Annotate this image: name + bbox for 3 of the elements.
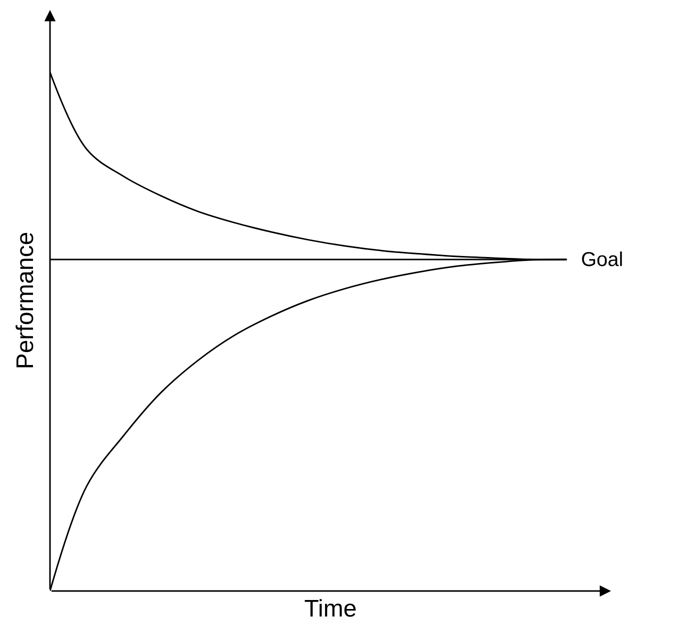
ref-line-label: Goal — [581, 249, 624, 271]
x-axis-title: Time — [304, 595, 357, 622]
y-axis-title: Performance — [12, 232, 40, 370]
